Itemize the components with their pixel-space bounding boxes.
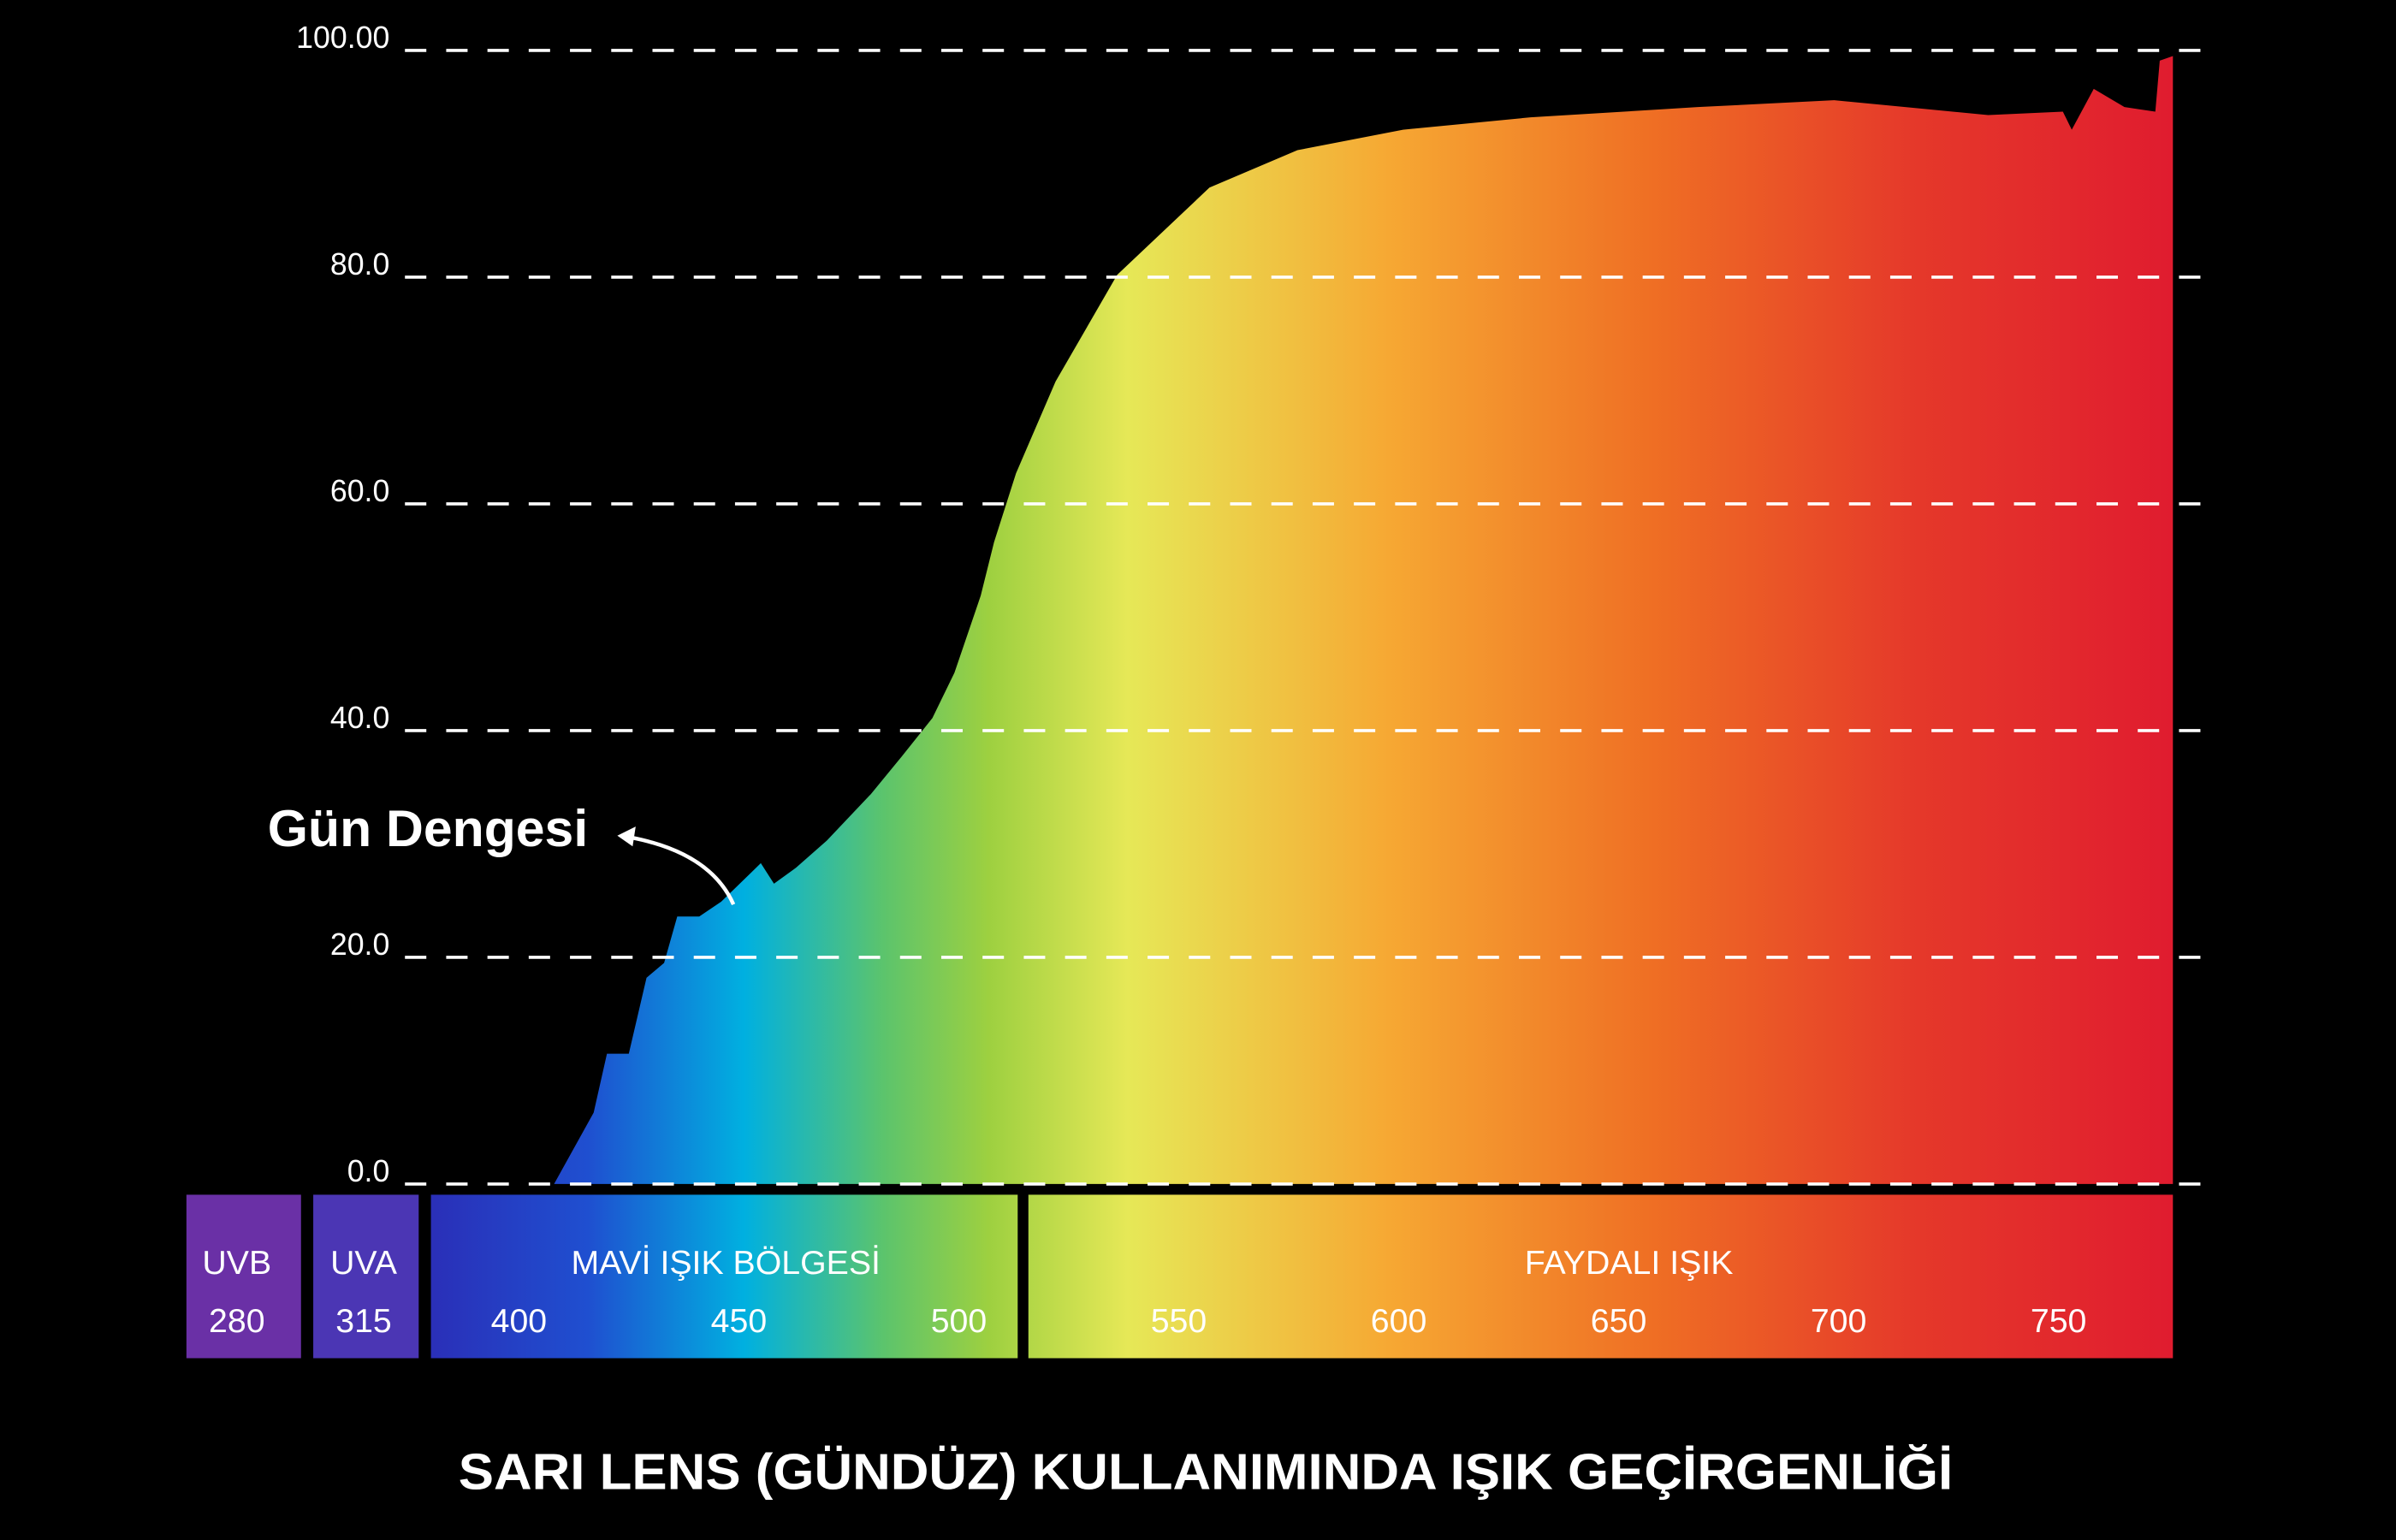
x-tick-label: 550 [1151,1302,1207,1340]
annotation-arrowhead [617,826,636,847]
annotation-arrow [629,835,736,906]
x-tick-label: 400 [491,1302,548,1340]
y-tick-label: 40.0 [330,701,390,735]
x-tick-label: 450 [711,1302,768,1340]
y-tick-label: 20.0 [330,927,390,962]
x-tick-label: 750 [2031,1302,2087,1340]
uv-band-wavelength: 315 [335,1302,392,1340]
blue-region-box [430,1194,1018,1359]
area [554,56,2174,1184]
annotation: Gün Dengesi [268,799,588,857]
uv-band-name: UVA [330,1244,398,1282]
region-label: MAVİ IŞIK BÖLGESİ [571,1244,881,1282]
uva-box [313,1194,419,1359]
region-label: FAYDALI IŞIK [1525,1244,1734,1282]
y-tick-label: 100.00 [296,21,389,55]
uv-band-wavelength: 280 [209,1302,265,1340]
y-tick-label: 60.0 [330,474,390,508]
chart-title: SARI LENS (GÜNDÜZ) KULLANIMINDA IŞIK GEÇ… [459,1444,1953,1501]
useful-region-box [1028,1194,2174,1359]
y-tick-label: 0.0 [347,1154,390,1188]
x-tick-label: 600 [1371,1302,1427,1340]
uv-band-name: UVB [202,1244,271,1282]
x-tick-label: 650 [1591,1302,1647,1340]
x-tick-label: 500 [931,1302,987,1340]
y-tick-label: 80.0 [330,247,390,281]
uvb-box [186,1194,301,1359]
x-tick-label: 700 [1811,1302,1867,1340]
